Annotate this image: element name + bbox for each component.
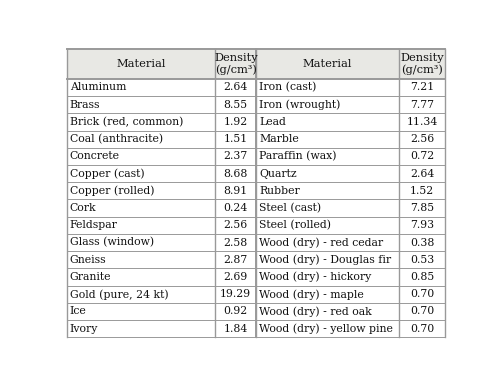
Text: 0.92: 0.92 [224, 306, 248, 316]
Text: 7.77: 7.77 [410, 100, 434, 110]
Text: 2.64: 2.64 [410, 169, 434, 178]
Text: 2.64: 2.64 [224, 82, 248, 92]
Text: 7.93: 7.93 [410, 220, 434, 230]
Text: Gneiss: Gneiss [70, 255, 106, 265]
Bar [67, 49, 446, 79]
Text: 0.53: 0.53 [410, 255, 434, 265]
Text: 2.87: 2.87 [224, 255, 248, 265]
Text: Coal (anthracite): Coal (anthracite) [70, 134, 163, 144]
Text: Steel (cast): Steel (cast) [259, 203, 321, 213]
Text: 8.68: 8.68 [224, 169, 248, 178]
Text: 0.24: 0.24 [224, 203, 248, 213]
Text: 19.29: 19.29 [220, 289, 252, 299]
Text: Brick (red, common): Brick (red, common) [70, 117, 183, 127]
Text: Steel (rolled): Steel (rolled) [259, 220, 331, 231]
Text: Granite: Granite [70, 272, 112, 282]
Text: Density
(g/cm³): Density (g/cm³) [400, 53, 444, 75]
Text: 0.85: 0.85 [410, 272, 434, 282]
Text: Wood (dry) - Douglas fir: Wood (dry) - Douglas fir [259, 254, 391, 265]
Text: Concrete: Concrete [70, 151, 120, 161]
Text: Copper (cast): Copper (cast) [70, 168, 144, 179]
Text: 0.70: 0.70 [410, 289, 434, 299]
Text: Wood (dry) - maple: Wood (dry) - maple [259, 289, 364, 300]
Text: 2.37: 2.37 [224, 151, 248, 161]
Text: Wood (dry) - red cedar: Wood (dry) - red cedar [259, 237, 383, 248]
Text: 0.70: 0.70 [410, 306, 434, 316]
Text: 2.56: 2.56 [224, 220, 248, 230]
Text: Wood (dry) - red oak: Wood (dry) - red oak [259, 306, 372, 317]
Text: 1.92: 1.92 [224, 117, 248, 127]
Text: Ivory: Ivory [70, 324, 98, 334]
Text: Brass: Brass [70, 100, 100, 110]
Text: 8.91: 8.91 [224, 186, 248, 196]
Text: 7.85: 7.85 [410, 203, 434, 213]
Text: Copper (rolled): Copper (rolled) [70, 185, 154, 196]
Text: 2.58: 2.58 [224, 237, 248, 247]
Text: Gold (pure, 24 kt): Gold (pure, 24 kt) [70, 289, 168, 300]
Text: Material: Material [116, 59, 166, 69]
Text: 0.70: 0.70 [410, 324, 434, 334]
Text: Iron (wrought): Iron (wrought) [259, 99, 340, 110]
Text: Wood (dry) - yellow pine: Wood (dry) - yellow pine [259, 323, 393, 334]
Text: Ice: Ice [70, 306, 86, 316]
Text: Material: Material [302, 59, 352, 69]
Text: 7.21: 7.21 [410, 82, 434, 92]
Text: Lead: Lead [259, 117, 286, 127]
Text: Aluminum: Aluminum [70, 82, 126, 92]
Text: Density
(g/cm³): Density (g/cm³) [214, 53, 258, 75]
Text: 11.34: 11.34 [406, 117, 438, 127]
Text: Wood (dry) - hickory: Wood (dry) - hickory [259, 272, 371, 282]
Text: Quartz: Quartz [259, 169, 296, 178]
Text: 1.51: 1.51 [224, 134, 248, 144]
Text: Glass (window): Glass (window) [70, 237, 154, 248]
Text: 1.52: 1.52 [410, 186, 434, 196]
Text: 8.55: 8.55 [224, 100, 248, 110]
Text: Iron (cast): Iron (cast) [259, 82, 316, 93]
Text: 1.84: 1.84 [224, 324, 248, 334]
Text: Paraffin (wax): Paraffin (wax) [259, 151, 336, 162]
Text: 2.69: 2.69 [224, 272, 248, 282]
Text: Feldspar: Feldspar [70, 220, 117, 230]
Text: 0.72: 0.72 [410, 151, 434, 161]
Text: 0.38: 0.38 [410, 237, 434, 247]
Text: Marble: Marble [259, 134, 298, 144]
Text: 2.56: 2.56 [410, 134, 434, 144]
Text: Rubber: Rubber [259, 186, 300, 196]
Text: Cork: Cork [70, 203, 96, 213]
